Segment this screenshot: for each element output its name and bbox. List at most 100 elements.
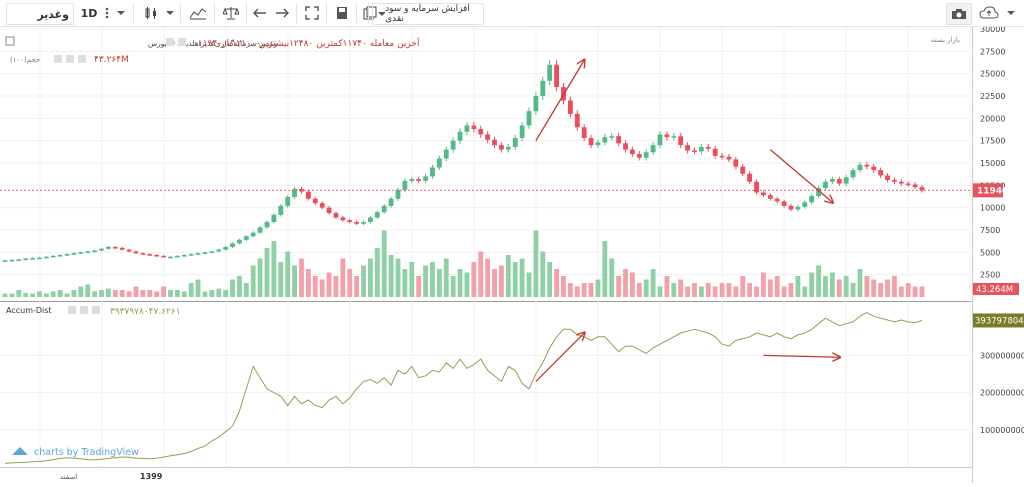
chevron-down-icon[interactable] <box>164 3 176 23</box>
volume-bar <box>243 283 249 297</box>
volume-bar <box>519 258 525 297</box>
cloud-icon[interactable] <box>976 3 1002 23</box>
candle-body <box>492 139 497 146</box>
candle-body <box>526 111 532 126</box>
volume-bar <box>368 258 373 297</box>
legend-ohlc: ۱۱۹۴۰آخرین معامله ۱۱۷۴۰کمترین ۱۲۴۸۰بیشتر… <box>198 37 420 49</box>
volume-bar <box>195 279 201 297</box>
candle-body <box>643 152 649 158</box>
interval-button[interactable]: 1D <box>78 3 100 23</box>
candle-body <box>499 145 504 150</box>
more-icon[interactable] <box>101 3 113 23</box>
volume-bar <box>305 269 311 297</box>
candle-body <box>347 220 353 222</box>
candle-body <box>829 179 835 182</box>
volume-bar <box>402 269 408 297</box>
market-status: بازار بسته <box>931 36 960 44</box>
indicator-dropdown[interactable]: افزایش سرمایه و سود نقدی <box>372 3 484 25</box>
volume-bar <box>471 262 477 297</box>
candle-body <box>423 176 428 181</box>
volume-bar <box>112 290 118 297</box>
volume-bar <box>754 286 759 297</box>
volume-bar <box>209 290 215 297</box>
volume-bar <box>505 255 511 297</box>
volume-bar <box>106 288 111 297</box>
ad-tick-label: 2000000000. <box>980 389 1024 398</box>
volume-bar <box>788 283 794 297</box>
chevron-down-icon[interactable] <box>1004 3 1018 23</box>
volume-bar <box>567 283 573 297</box>
volume-bar <box>464 272 470 297</box>
compare-scales-icon[interactable] <box>220 3 242 23</box>
volume-bar <box>692 283 697 297</box>
candle-body <box>16 259 22 261</box>
symbol-search[interactable]: وغدیر <box>6 3 74 25</box>
price-tick-label: 15000 <box>980 159 1005 168</box>
camera-icon[interactable] <box>946 3 972 25</box>
candle-body <box>705 146 711 149</box>
candle-body <box>464 125 470 132</box>
candle-type-icon[interactable] <box>140 3 162 23</box>
candle-body <box>436 158 442 168</box>
indicator-settings-icon <box>80 306 88 314</box>
candle-body <box>912 184 918 188</box>
volume-bar <box>885 279 890 297</box>
candle-body <box>168 256 173 259</box>
time-label-month: اسفند <box>60 473 77 481</box>
candle-body <box>30 258 35 260</box>
candle-body <box>64 254 70 256</box>
volume-bar <box>630 272 635 297</box>
volume-bar <box>892 276 897 297</box>
top-toolbar: وغدیر 1D افزایش سرمایه و سود نقدی <box>0 0 1024 27</box>
indicators-icon[interactable] <box>186 3 210 23</box>
candle-body <box>519 125 525 138</box>
volume-bar <box>905 283 911 297</box>
candle-body <box>92 250 98 253</box>
candle-body <box>368 217 373 222</box>
volume-bar <box>492 269 497 297</box>
volume-bar <box>705 283 711 297</box>
redo-icon[interactable] <box>272 3 292 23</box>
candle-body <box>354 221 360 224</box>
chevron-down-icon[interactable] <box>115 3 127 23</box>
candle-body <box>278 205 284 215</box>
candle-body <box>23 258 29 261</box>
candle-body <box>126 249 132 252</box>
volume-bar <box>23 292 29 297</box>
volume-bar <box>547 262 553 297</box>
volume-bar <box>340 258 346 297</box>
volume-bar <box>712 286 718 297</box>
collapse-icon <box>5 36 15 46</box>
candle-body <box>630 149 635 155</box>
candle-body <box>250 232 256 237</box>
volume-bar <box>540 251 546 297</box>
candle-body <box>257 227 263 233</box>
volume-bar <box>512 262 518 297</box>
chart-area[interactable]: 2500500075001000012500150001750020000225… <box>0 25 1024 483</box>
save-icon[interactable] <box>332 3 352 23</box>
volume-bar <box>664 276 670 297</box>
volume-bar <box>864 276 870 297</box>
volume-value: ۴۳.۲۶۴M <box>94 55 129 65</box>
volume-bar <box>147 290 153 297</box>
volume-bar <box>30 293 35 297</box>
candle-body <box>285 196 291 206</box>
trend-arrow <box>763 355 839 357</box>
candle-body <box>388 198 394 206</box>
candle-body <box>450 140 456 150</box>
chart-svg[interactable]: 2500500075001000012500150001750020000225… <box>0 25 1024 483</box>
candle-body <box>409 179 415 181</box>
fullscreen-icon[interactable] <box>302 3 322 23</box>
candle-body <box>767 195 773 199</box>
volume-bar <box>554 269 559 297</box>
candle-body <box>781 201 787 206</box>
volume-bar <box>361 265 366 297</box>
candle-body <box>857 164 863 171</box>
candle-body <box>161 255 166 258</box>
volume-bar <box>216 288 222 297</box>
volume-bar <box>333 276 339 297</box>
volume-bar <box>264 248 270 297</box>
indicator-eye-icon <box>68 306 76 314</box>
trend-arrow <box>769 149 832 203</box>
undo-icon[interactable] <box>250 3 270 23</box>
